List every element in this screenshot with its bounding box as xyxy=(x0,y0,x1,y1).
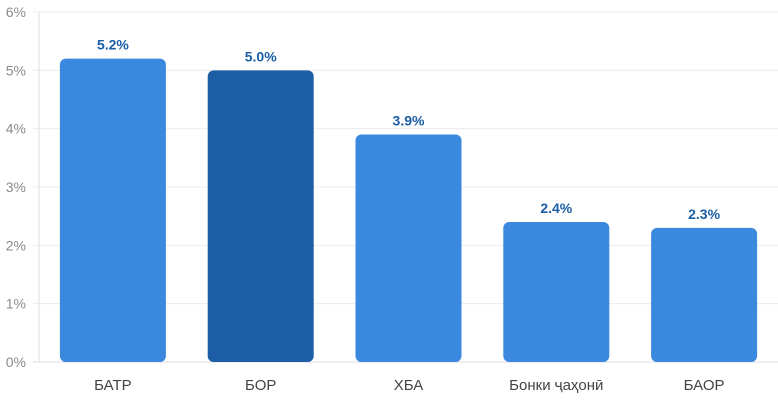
bar xyxy=(355,134,462,362)
x-tick-label: БОР xyxy=(245,377,276,394)
data-label: 5.0% xyxy=(245,48,277,64)
data-label: 5.2% xyxy=(97,37,129,53)
y-tick-label: 3% xyxy=(6,179,26,195)
y-tick-label: 4% xyxy=(6,121,26,137)
data-label: 2.3% xyxy=(688,206,720,222)
data-label: 2.4% xyxy=(540,200,572,216)
bar xyxy=(503,222,610,362)
bar xyxy=(59,58,166,363)
y-tick-label: 1% xyxy=(6,296,26,312)
y-tick-label: 6% xyxy=(6,4,26,20)
x-tick-label: ХБА xyxy=(394,377,424,394)
y-tick-label: 0% xyxy=(6,354,26,370)
x-tick-label: БАТР xyxy=(94,377,132,394)
y-tick-label: 5% xyxy=(6,62,26,78)
bar xyxy=(207,70,314,362)
x-tick-label: БАОР xyxy=(684,377,725,394)
x-tick-label: Бонки ҷаҳонӣ xyxy=(509,377,603,394)
y-tick-label: 2% xyxy=(6,237,26,253)
bar xyxy=(651,227,758,362)
data-label: 3.9% xyxy=(393,113,425,129)
